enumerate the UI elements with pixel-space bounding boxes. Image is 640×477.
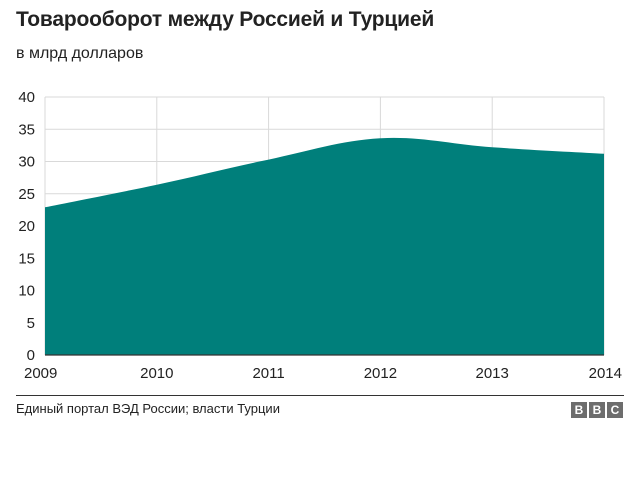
x-tick-label: 2011 bbox=[252, 365, 284, 382]
y-tick-label: 0 bbox=[27, 347, 35, 364]
y-tick-label: 35 bbox=[18, 121, 35, 138]
chart-subtitle: в млрд долларов bbox=[16, 45, 144, 62]
bbc-logo-letter: B bbox=[589, 402, 605, 418]
x-tick-label: 2013 bbox=[476, 365, 509, 382]
x-tick-label: 2010 bbox=[140, 365, 173, 382]
bbc-logo: B B C bbox=[571, 402, 623, 418]
bbc-logo-letter: C bbox=[607, 402, 623, 418]
chart-title: Товарооборот между Россией и Турцией bbox=[16, 8, 435, 31]
footer-divider bbox=[16, 395, 624, 396]
y-tick-label: 10 bbox=[18, 283, 35, 300]
y-tick-label: 30 bbox=[18, 154, 35, 171]
y-tick-label: 15 bbox=[18, 250, 35, 267]
x-tick-label: 2014 bbox=[589, 365, 622, 382]
x-tick-label: 2009 bbox=[24, 365, 57, 382]
y-tick-label: 25 bbox=[18, 186, 35, 203]
area-series bbox=[45, 137, 604, 355]
y-tick-label: 5 bbox=[27, 315, 35, 332]
y-tick-label: 40 bbox=[18, 89, 35, 106]
bbc-logo-letter: B bbox=[571, 402, 587, 418]
y-tick-label: 20 bbox=[18, 218, 35, 235]
x-tick-label: 2012 bbox=[364, 365, 397, 382]
source-note: Единый портал ВЭД России; власти Турции bbox=[16, 401, 280, 416]
